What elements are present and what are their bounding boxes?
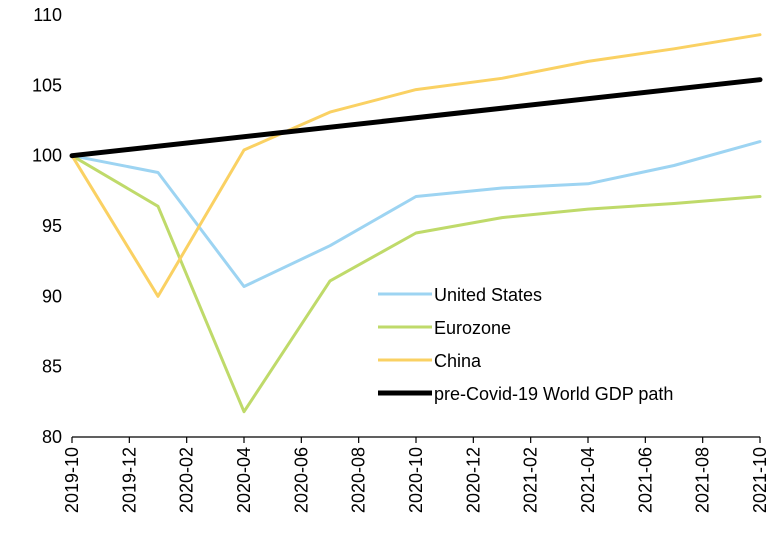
legend-label: United States [434,285,542,305]
y-tick-label: 105 [32,75,62,95]
legend-label: China [434,351,482,371]
x-tick-label: 2019-12 [119,447,139,513]
legend-label: pre-Covid-19 World GDP path [434,384,673,404]
series-line-china [70,33,762,298]
x-axis-ticks: 2019-10 2019-12 2020-02 2020-04 2020-06 2020-… [62,437,769,513]
x-tick-label: 2020-06 [291,447,311,513]
series-line-eurozone [70,154,762,414]
series-line-pre-covid-19-world-gdp-path [69,77,763,159]
x-tick-label: 2021-06 [635,447,655,513]
legend: United States Eurozone China pre-Covid-19 W… [378,285,673,404]
x-tick-label: 2020-10 [406,447,426,513]
y-tick-label: 80 [42,427,62,447]
legend-label: Eurozone [434,318,511,338]
series-lines [69,33,763,414]
x-tick-label: 2021-02 [521,447,541,513]
y-tick-label: 95 [42,216,62,236]
x-tick-label: 2021-08 [693,447,713,513]
x-tick-label: 2020-08 [349,447,369,513]
x-tick-label: 2020-02 [177,447,197,513]
x-tick-label: 2021-10 [750,447,769,513]
x-tick-label: 2021-04 [578,447,598,513]
y-tick-label: 85 [42,357,62,377]
y-tick-label: 90 [42,286,62,306]
x-tick-label: 2020-12 [463,447,483,513]
y-tick-label: 110 [33,5,62,25]
y-axis-ticks: 80 85 90 95 100 105 110 [32,5,62,447]
x-tick-label: 2020-04 [234,447,254,513]
series-line-united-states [70,140,762,288]
y-tick-label: 100 [32,146,62,166]
x-tick-label: 2019-10 [62,447,82,513]
